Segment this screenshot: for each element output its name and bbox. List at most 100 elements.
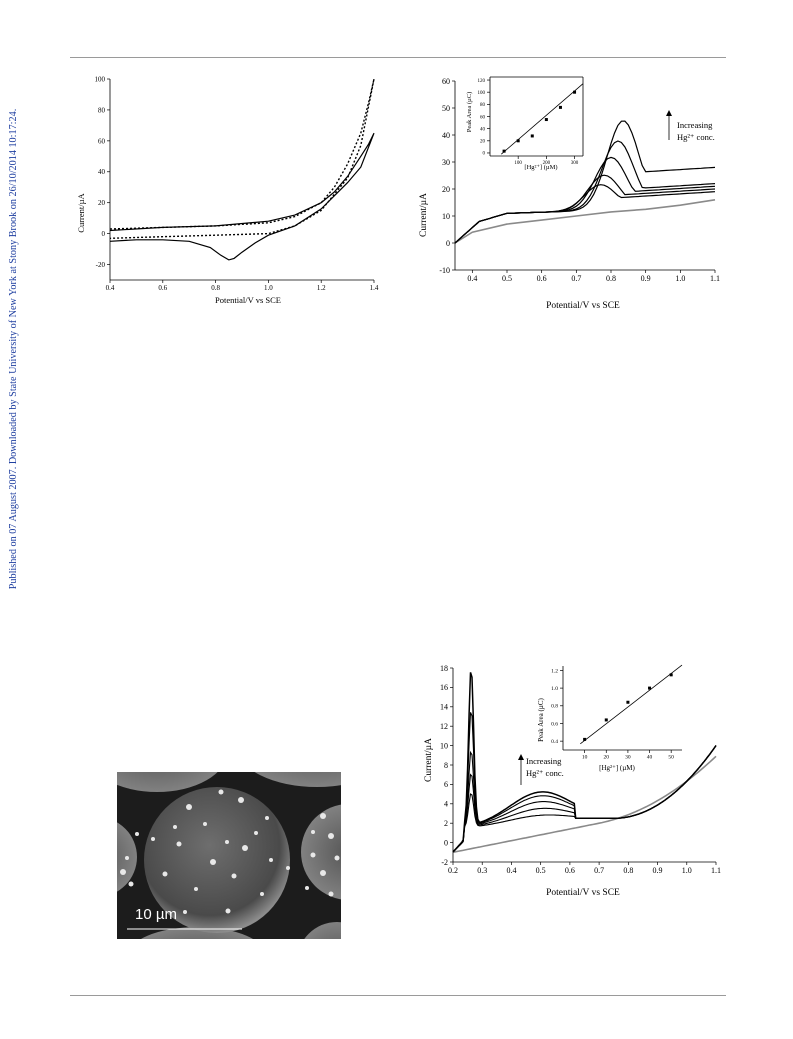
- y-tick-label: 16: [440, 683, 448, 692]
- y-tick-label: 10: [440, 741, 448, 750]
- inset-fit-line: [580, 664, 683, 745]
- nanoparticle-dot: [120, 869, 126, 875]
- nanoparticle-dot: [311, 830, 315, 834]
- y-tick-label: 40: [98, 168, 106, 176]
- baseline-series: [452, 755, 717, 854]
- baseline-series: [454, 199, 716, 244]
- x-axis-label: Potential/V vs SCE: [546, 888, 620, 898]
- x-tick-label: 0.4: [506, 866, 516, 875]
- y-tick-label: 0: [102, 230, 106, 238]
- nanoparticle-dot: [203, 822, 207, 826]
- y-tick-label: 20: [442, 185, 450, 194]
- nanoparticle-dot: [162, 871, 168, 877]
- swv-series-3: [452, 745, 717, 853]
- inset-y-label: Peak Area (µC): [466, 92, 473, 133]
- microsphere-image: [117, 772, 341, 939]
- nanoparticle-dot: [238, 797, 244, 803]
- y-tick-label: 60: [480, 115, 486, 120]
- nanoparticle-dot: [305, 886, 309, 890]
- inset-data-point: [669, 673, 673, 677]
- nanoparticle-dot: [254, 831, 258, 835]
- x-tick-label: 0.6: [565, 866, 575, 875]
- nanoparticle-dot: [265, 816, 269, 820]
- x-tick-label: 1.0: [682, 866, 692, 875]
- y-tick-label: 50: [442, 104, 450, 113]
- x-tick-label: 0.7: [594, 866, 604, 875]
- header-rule: [70, 57, 726, 58]
- y-tick-label: 10: [442, 212, 450, 221]
- increase-arrow-head: [666, 110, 672, 116]
- x-tick-label: 1.0: [675, 274, 685, 283]
- download-notice: Published on 07 August 2007. Downloaded …: [8, 108, 19, 590]
- nanoparticle-dot: [310, 852, 316, 858]
- inset-data-point: [648, 686, 652, 690]
- x-tick-label: 0.8: [211, 284, 220, 292]
- nanoparticle-dot: [125, 856, 129, 860]
- inset-data-point: [530, 134, 534, 138]
- swv-series-5: [452, 672, 717, 853]
- x-tick-label: 10: [582, 755, 588, 761]
- x-tick-label: 1.0: [264, 284, 273, 292]
- y-tick-label: 30: [442, 158, 450, 167]
- x-tick-label: 0.6: [158, 284, 167, 292]
- x-tick-label: 1.1: [711, 866, 721, 875]
- annotation-line-1: Increasing: [677, 120, 713, 130]
- nanoparticle-dot: [328, 891, 334, 897]
- swv-series-5: [454, 120, 716, 244]
- y-tick-label: 80: [480, 103, 486, 108]
- nanoparticle-dot: [320, 813, 326, 819]
- y-tick-label: 1.2: [551, 668, 558, 674]
- x-tick-label: 1.1: [710, 274, 720, 283]
- swv-chart-2: 0.2 0.3 0.4 0.5 0.6 0.7 0.8 0.9 1.0 1.1 18 16 14 12 10…: [424, 664, 721, 898]
- x-tick-label: 0.2: [448, 866, 458, 875]
- y-tick-label: 20: [480, 140, 486, 145]
- y-tick-label: 20: [98, 199, 106, 207]
- x-tick-label: 0.8: [623, 866, 633, 875]
- nanoparticle-dot: [286, 866, 290, 870]
- y-tick-label: 40: [480, 127, 486, 132]
- y-tick-label: 18: [440, 664, 448, 673]
- annotation-line-2: Hg²⁺ conc.: [677, 132, 715, 142]
- y-tick-label: 4: [444, 800, 448, 809]
- swv-series-2: [454, 174, 716, 244]
- nanoparticle-dot: [194, 887, 198, 891]
- y-tick-label: 0: [444, 838, 448, 847]
- inset-x-label: [Hg²⁺] (µM): [524, 164, 557, 171]
- x-tick-label: 200: [543, 161, 551, 166]
- nanoparticle-dot: [186, 804, 192, 810]
- x-tick-label: 0.4: [106, 284, 115, 292]
- y-tick-label: 60: [442, 77, 450, 86]
- y-axis-label: Current/µA: [76, 192, 86, 232]
- y-tick-label: 40: [442, 131, 450, 140]
- x-tick-label: 0.3: [477, 866, 487, 875]
- nanoparticle-dot: [176, 841, 182, 847]
- inset-data-point: [583, 737, 587, 741]
- y-tick-label: 8: [444, 761, 448, 770]
- y-tick-label: 100: [478, 91, 486, 96]
- x-tick-label: 0.9: [653, 866, 663, 875]
- nanoparticle-dot: [242, 845, 248, 851]
- y-tick-label: -20: [96, 261, 106, 269]
- inset-data-point: [516, 139, 520, 143]
- nanoparticle-dot: [231, 873, 237, 879]
- nanoparticle-dot: [225, 840, 229, 844]
- inset-data-point: [573, 90, 577, 94]
- x-tick-label: 20: [604, 755, 610, 761]
- y-tick-label: 2: [444, 819, 448, 828]
- inset-chart: 10 20 30 40 50 1.2 1.0 0.8 0.6 0.4: [551, 664, 683, 761]
- x-tick-label: 1.2: [317, 284, 326, 292]
- y-tick-label: 0: [483, 152, 486, 157]
- cv-series-1: [109, 78, 375, 239]
- x-axis-label: Potential/V vs SCE: [215, 295, 281, 305]
- y-tick-label: 0.4: [551, 739, 558, 745]
- y-tick-label: 6: [444, 780, 448, 789]
- swv-chart-1: 0.4 0.5 0.6 0.7 0.8 0.9 1.0 1.16050403020100-10…: [419, 76, 720, 311]
- inset-data-point: [502, 149, 506, 153]
- x-tick-label: 50: [668, 755, 674, 761]
- swv-series-2: [452, 745, 717, 853]
- x-tick-label: 1.4: [370, 284, 379, 292]
- y-tick-label: -10: [439, 266, 450, 275]
- nanoparticle-dot: [210, 859, 216, 865]
- y-tick-label: 60: [98, 137, 106, 145]
